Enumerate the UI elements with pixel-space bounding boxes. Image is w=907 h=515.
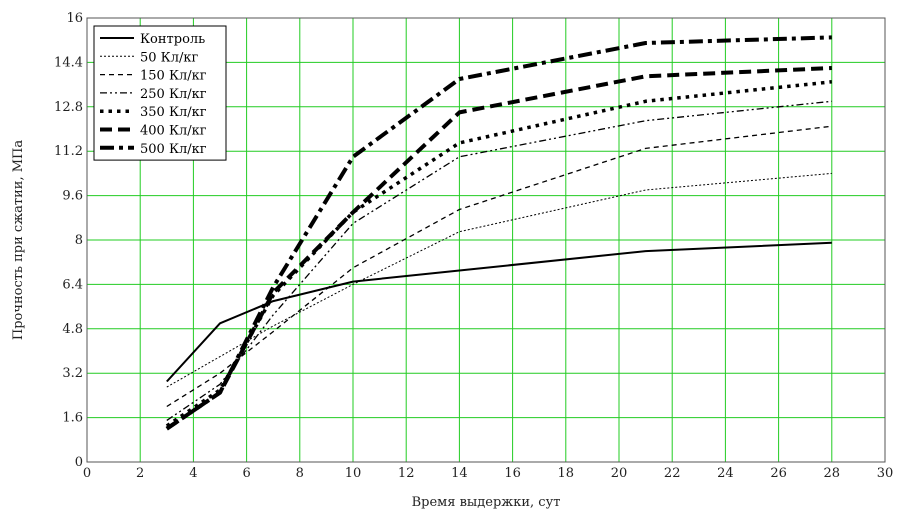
series-line-1: [166, 241, 832, 383]
series-line-3: [166, 125, 832, 408]
y-axis-label: Прочность при сжатии, МПа: [11, 140, 26, 340]
plot-frame: [86, 17, 886, 463]
x-tick-label: 6: [242, 466, 250, 481]
x-tick-label: 8: [296, 466, 304, 481]
x-axis-ticks: 0 2 4 6 8 10 12 14 16 18 20 22 24 26 28 30: [83, 466, 893, 481]
x-tick-label: 10: [345, 466, 362, 481]
series-lines: [165, 35, 832, 431]
legend: Контроль 50 Кл/кг 150 Кл/кг 250 Кл/кг 350 Кл…: [93, 25, 227, 161]
y-tick-label: 8: [75, 233, 83, 248]
series-line-7: [165, 35, 832, 431]
x-tick-label: 22: [664, 466, 681, 481]
x-tick-label: 2: [136, 466, 144, 481]
y-tick-label: 6.4: [62, 277, 83, 292]
x-tick-label: 26: [770, 466, 787, 481]
legend-label: 400 Кл/кг: [140, 124, 207, 139]
y-tick-label: 1.6: [62, 411, 83, 426]
y-tick-label: 16: [66, 11, 83, 26]
y-tick-label: 11.2: [54, 144, 83, 159]
y-tick-label: 12.8: [54, 100, 83, 115]
series-line-6: [165, 66, 832, 431]
legend-label: 500 Кл/кг: [140, 142, 207, 157]
x-tick-label: 24: [717, 466, 734, 481]
x-axis-label: Время выдержки, сут: [412, 495, 561, 510]
legend-label: Контроль: [140, 32, 205, 47]
legend-label: 50 Кл/кг: [140, 50, 198, 65]
series-line-2: [166, 172, 832, 388]
x-tick-label: 28: [824, 466, 841, 481]
grid: [86, 17, 886, 463]
series-line-4: [166, 100, 832, 421]
x-tick-label: 0: [83, 466, 91, 481]
x-tick-label: 16: [504, 466, 521, 481]
legend-label: 350 Кл/кг: [140, 105, 207, 120]
y-axis-ticks: 0 1.6 3.2 4.8 6.4 8 9.6 11.2 12.8 14.4 16: [54, 11, 83, 470]
x-tick-label: 20: [611, 466, 628, 481]
y-tick-label: 3.2: [62, 366, 83, 381]
y-tick-label: 4.8: [62, 322, 83, 337]
x-tick-label: 30: [877, 466, 894, 481]
series-line-5: [165, 80, 832, 428]
legend-label: 250 Кл/кг: [140, 87, 207, 102]
y-tick-label: 14.4: [54, 55, 83, 70]
x-tick-label: 4: [189, 466, 197, 481]
legend-label: 150 Кл/кг: [140, 69, 207, 84]
x-tick-label: 12: [398, 466, 415, 481]
x-tick-label: 14: [451, 466, 468, 481]
y-tick-label: 9.6: [62, 189, 83, 204]
x-tick-label: 18: [558, 466, 575, 481]
y-tick-label: 0: [75, 455, 83, 470]
